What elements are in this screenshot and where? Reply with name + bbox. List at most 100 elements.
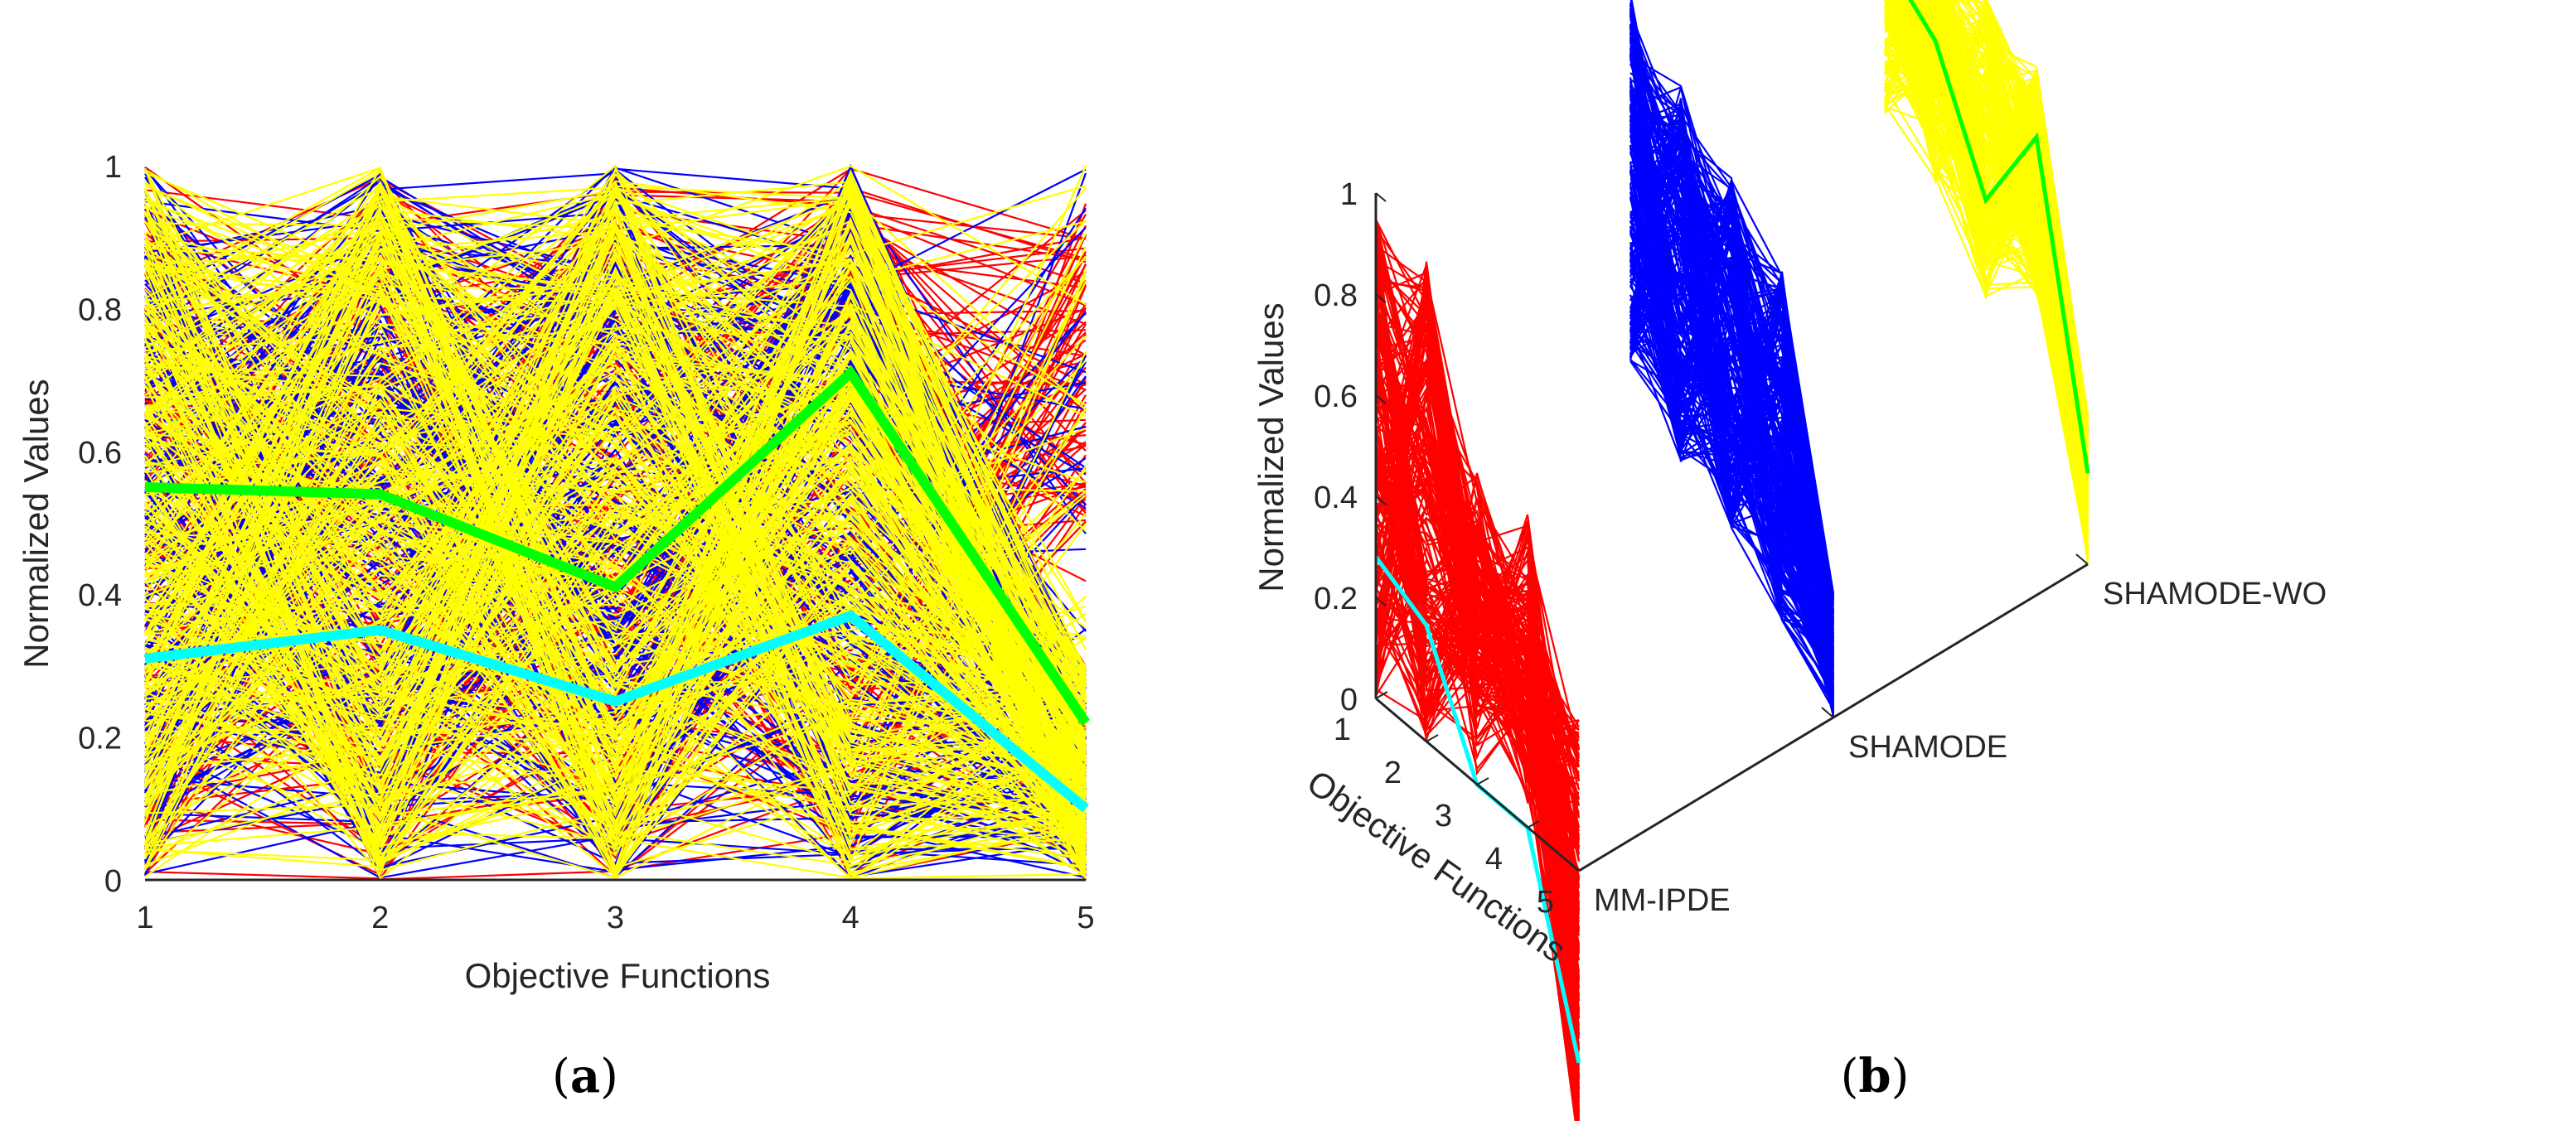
a-population-line (144, 230, 1087, 855)
a-population-line (144, 407, 1087, 833)
a-population-line (144, 266, 1087, 848)
a-population-line (144, 181, 1087, 814)
b-population-line (1952, 0, 2089, 415)
a-population-line (144, 459, 1087, 826)
a-population-line (144, 259, 1087, 848)
b-population-line (1927, 0, 2089, 471)
a-y-tick-label: 0 (104, 864, 122, 899)
a-population-line (144, 186, 1087, 862)
b-population-line (1905, 0, 2089, 432)
b-population-line (1374, 355, 1581, 1018)
a-population-line (144, 316, 1087, 862)
a-population-line (143, 232, 1087, 866)
b-algorithm-label: SHAMODE-WO (2103, 577, 2327, 611)
b-algorithm-tick-mark (2075, 553, 2089, 565)
b-population-line (1629, 59, 1835, 611)
a-x-tick-label: 5 (1077, 901, 1094, 935)
a-x-tick-label: 2 (371, 901, 389, 935)
a-population-line (144, 376, 1087, 845)
b-x-tick-label: 5 (1537, 885, 1554, 920)
a-population-line (144, 263, 1087, 858)
a-x-tick-label: 3 (607, 901, 624, 935)
b-z-tick-mark (1375, 597, 1387, 606)
a-population-line (144, 490, 1087, 839)
a-population-line (144, 529, 1087, 826)
a-population-line (144, 384, 1087, 868)
b-population-line (1629, 201, 1835, 665)
b-z-tick-mark (1375, 495, 1387, 505)
b-population-line (1912, 0, 2089, 454)
b-population-line (1629, 172, 1834, 655)
b-x-tick-mark (1578, 863, 1591, 872)
b-population-line (1374, 283, 1581, 881)
a-population-line (144, 196, 1087, 701)
b-population-line (1629, 85, 1835, 617)
a-population-line (144, 345, 1087, 780)
b-population-line (1374, 336, 1581, 1080)
a-population-line (144, 179, 1087, 844)
a-population-line (144, 386, 1087, 871)
a-population-line (143, 286, 1087, 823)
b-z-tick-mark (1375, 698, 1387, 708)
a-population-line (144, 213, 1087, 879)
a-population-lines (143, 163, 1087, 882)
a-population-line (144, 311, 1087, 732)
a-population-line (144, 286, 1087, 799)
a-population-line (144, 274, 1087, 848)
a-population-line (143, 247, 1087, 784)
b-population-line (1955, 0, 2089, 464)
a-population-line (144, 413, 1087, 828)
b-population-line (1374, 394, 1581, 897)
b-x-tick-mark (1426, 734, 1439, 742)
b-population-line (1629, 197, 1835, 665)
b-z-tick-label: 0.2 (1314, 582, 1358, 616)
b-population-line (1629, 39, 1835, 597)
b-z-tick-label: 0.6 (1314, 379, 1358, 414)
b-x-tick-label: 2 (1384, 756, 1402, 790)
b-y-axis-label: Normalized Values (1252, 302, 1290, 592)
b-population-line (1629, 157, 1835, 612)
a-population-line (144, 653, 1087, 851)
b-highlight-line (1908, 0, 2090, 474)
a-population-line (144, 265, 1087, 766)
a-population-line (144, 409, 1087, 863)
b-normalized-tick-labels: 0 0.2 0.4 0.6 0.8 1 (1314, 177, 1358, 718)
a-y-tick-labels: 0 0.2 0.4 0.6 0.8 1 (78, 150, 122, 899)
a-population-line (144, 592, 1087, 870)
b-population-line (1884, 76, 2089, 563)
a-population-line (143, 187, 1087, 862)
b-population-line (1374, 240, 1581, 1009)
b-population-line (1374, 264, 1581, 750)
b-population-line (1374, 297, 1581, 904)
b-z-tick-label: 0.8 (1314, 278, 1358, 313)
b-population-line (1629, 98, 1835, 701)
b-population-line (1374, 453, 1580, 843)
a-population-line (144, 345, 1087, 823)
a-population-line (144, 243, 1087, 874)
panel-a-label: (a) (552, 1049, 618, 1104)
a-population-line (144, 181, 1087, 801)
a-x-axis-label: Objective Functions (465, 956, 771, 995)
a-population-line (144, 167, 1087, 830)
b-population-line (1629, 143, 1834, 645)
b-x-tick-label: 3 (1435, 799, 1452, 834)
a-population-line (144, 206, 1087, 862)
b-population-line (1629, 338, 1835, 618)
b-population-line (1629, 216, 1834, 638)
b-x-tick-mark (1476, 777, 1489, 785)
a-population-line (144, 331, 1087, 720)
a-population-line (143, 181, 1087, 848)
a-population-line (144, 516, 1087, 868)
a-population-line (144, 165, 1087, 487)
b-population-line (1629, 311, 1835, 716)
a-highlight-green-line (144, 365, 1090, 726)
chart-a: 1 2 3 4 5 0 0.2 0.4 0.6 0.8 1 Objective Functions… (17, 150, 1095, 1104)
a-population-line (144, 230, 1087, 817)
a-population-line (144, 433, 1087, 880)
a-population-line (144, 389, 1087, 879)
b-population-line (1629, 215, 1835, 675)
b-algorithm-tick-mark (1566, 860, 1580, 872)
